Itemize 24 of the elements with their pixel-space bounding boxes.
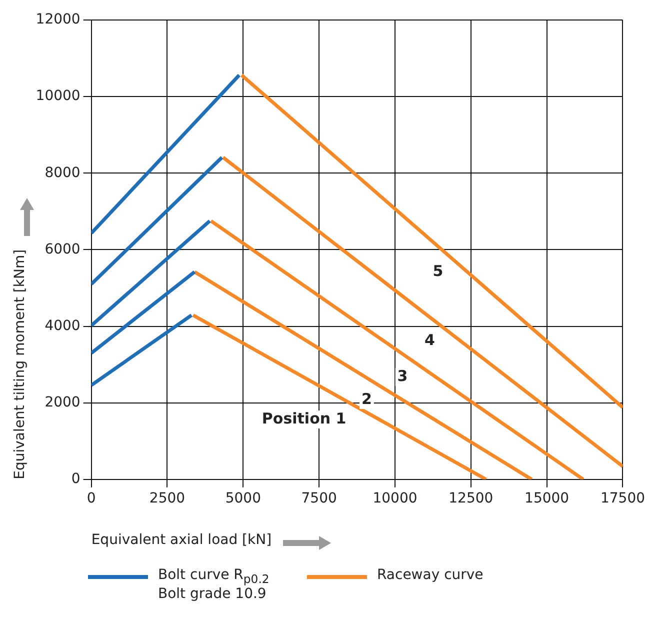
annotation: Position 1: [262, 409, 346, 428]
y-tick-label: 8000: [44, 164, 80, 181]
x-tick-label: 17500: [600, 490, 646, 506]
x-tick-label: 0: [86, 490, 96, 506]
x-tick-label: 10000: [372, 490, 418, 506]
x-tick-label: 2500: [149, 490, 186, 506]
legend-label: Raceway curve: [377, 567, 484, 583]
x-axis-title: Equivalent axial load [kN]: [91, 532, 272, 548]
y-tick-label: 6000: [44, 241, 80, 258]
legend-label: Bolt curve R$_{p0.2}$ Bolt grade 10.9: [158, 567, 270, 602]
y-tick-label: 0: [71, 471, 80, 488]
x-tick-label: 15000: [524, 490, 570, 506]
y-tick-label: 10000: [36, 88, 80, 104]
x-tick-label: 5000: [225, 490, 261, 506]
x-tick-label: 12500: [448, 490, 494, 506]
x-tick-label: 7500: [301, 490, 337, 506]
annotation: 4: [424, 331, 435, 350]
y-axis-title: Equivalent tilting moment [kNm]: [12, 249, 28, 480]
annotation: 3: [397, 367, 408, 386]
y-tick-label: 4000: [44, 318, 80, 334]
annotation: 2: [362, 390, 372, 408]
y-tick-label: 12000: [36, 12, 80, 28]
annotation: 5: [432, 262, 444, 280]
y-tick-label: 2000: [44, 394, 80, 410]
